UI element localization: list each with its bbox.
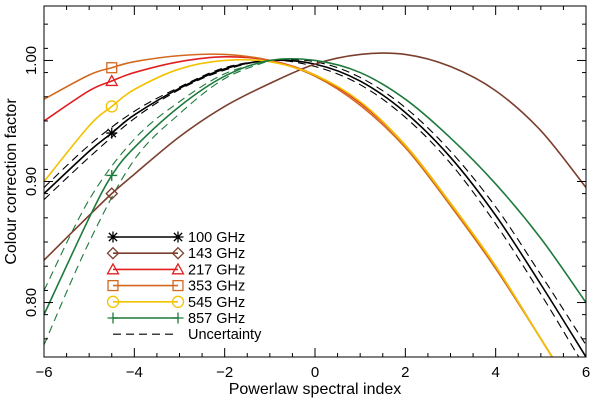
y-tick-label: 0.80 — [23, 288, 40, 317]
legend-marker-end-5 — [172, 312, 184, 324]
legend-marker-end-3 — [172, 279, 184, 292]
series-marker-5 — [106, 169, 118, 181]
uncertainty-line-0-upper — [44, 59, 586, 346]
x-tick-label: 6 — [582, 364, 590, 381]
uncertainty-line-1-upper — [44, 59, 270, 291]
series-marker-3 — [106, 62, 118, 74]
legend-label-uncertainty: Uncertainty — [188, 327, 262, 343]
legend-marker-start-5 — [107, 312, 119, 324]
plot-content — [44, 52, 586, 357]
legend-marker-start-3 — [107, 279, 119, 292]
legend-label-5: 857 GHz — [188, 311, 245, 327]
legend-marker-end-2 — [171, 262, 185, 275]
legend-marker-end-1 — [171, 246, 185, 260]
x-tick-label: 0 — [311, 364, 319, 381]
series-markers — [105, 62, 119, 201]
legend-marker-start-0 — [107, 231, 119, 243]
legend-marker-end-0 — [172, 231, 184, 243]
uncertainty-line-1-lower — [44, 59, 271, 346]
legend-label-4: 545 GHz — [188, 295, 245, 311]
tick-labels: −6 −4 −2 0 2 4 6 0.80 0.90 1.00 — [23, 46, 590, 381]
x-tick-label: −6 — [35, 364, 52, 381]
x-tick-label: −4 — [126, 364, 143, 381]
legend-marker-start-2 — [106, 262, 120, 275]
axis-ticks — [43, 6, 587, 357]
uncertainty-line-0-lower — [44, 59, 580, 357]
legend-label-1: 143 GHz — [188, 246, 245, 262]
series-marker-0 — [106, 127, 118, 139]
series-line-0 — [44, 59, 586, 357]
x-tick-label: 2 — [401, 364, 409, 381]
legend-marker-start-4 — [106, 295, 120, 308]
x-axis-title: Powerlaw spectral index — [229, 381, 402, 398]
series-marker-1 — [105, 187, 119, 201]
series-marker-2 — [105, 74, 119, 87]
y-tick-label: 0.90 — [23, 167, 40, 196]
legend-label-2: 217 GHz — [188, 262, 245, 278]
legend-marker-start-1 — [106, 246, 120, 260]
series-line-4 — [44, 58, 554, 357]
x-tick-label: 4 — [491, 364, 499, 381]
y-axis-title: Colour correction factor — [3, 98, 20, 265]
legend-marker-end-4 — [171, 295, 185, 308]
x-tick-label: −2 — [216, 364, 233, 381]
legend-label-0: 100 GHz — [188, 230, 245, 246]
legend-label-3: 353 GHz — [188, 279, 245, 295]
y-tick-label: 1.00 — [23, 46, 40, 75]
series-marker-4 — [105, 100, 118, 113]
series-line-1 — [44, 52, 586, 261]
